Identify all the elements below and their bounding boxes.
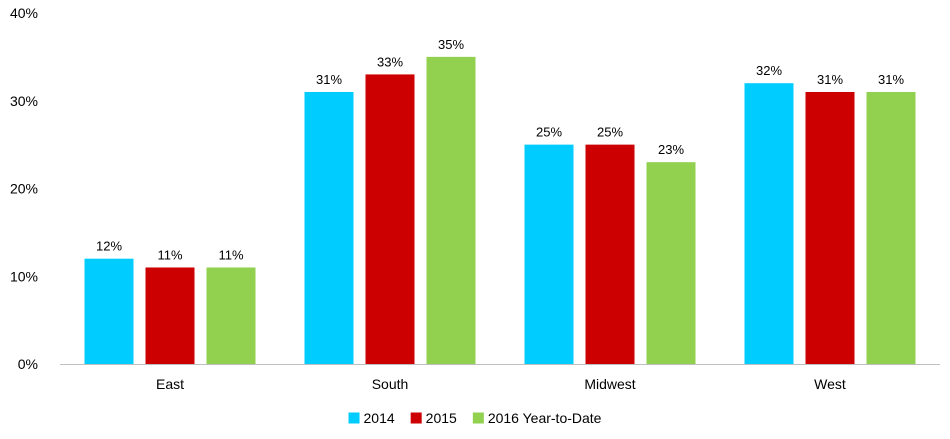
bar-midwest-2: [646, 162, 696, 364]
legend-label: 2014: [364, 410, 395, 426]
legend: 2014 2015 2016 Year-to-Date: [348, 410, 602, 426]
data-label: 31%: [878, 72, 904, 87]
bar-south-2: [426, 56, 476, 364]
data-label: 25%: [597, 125, 623, 140]
y-tick-label: 20%: [10, 181, 38, 197]
data-label: 25%: [536, 125, 562, 140]
category-label-east: East: [156, 376, 184, 392]
category-label-midwest: Midwest: [584, 376, 635, 392]
legend-swatch: [410, 412, 422, 424]
category-labels: East South Midwest West: [156, 376, 846, 392]
data-label: 35%: [438, 37, 464, 52]
legend-swatch: [348, 412, 360, 424]
bar-west-0: [744, 83, 794, 364]
bar-south-0: [304, 91, 354, 364]
bar-south-1: [365, 74, 415, 365]
bar-midwest-1: [585, 144, 635, 364]
legend-swatch: [472, 412, 484, 424]
data-label: 12%: [96, 239, 122, 254]
data-label: 32%: [756, 63, 782, 78]
data-label: 11%: [157, 247, 182, 262]
y-tick-label: 30%: [10, 93, 38, 109]
legend-label: 2016 Year-to-Date: [488, 410, 602, 426]
category-label-west: West: [814, 376, 846, 392]
data-label: 23%: [658, 142, 684, 157]
bar-west-2: [866, 91, 916, 364]
y-tick-label: 10%: [10, 268, 38, 284]
bars: [84, 56, 916, 365]
y-axis-ticks: 0% 10% 20% 30% 40%: [10, 5, 38, 372]
y-tick-label: 0%: [18, 356, 38, 372]
data-labels: 12% 11% 11% 31% 33% 35% 25% 25% 23% 32% 31% 31%: [96, 37, 904, 263]
data-label: 31%: [316, 72, 342, 87]
y-tick-label: 40%: [10, 5, 38, 21]
bar-east-2: [206, 267, 256, 364]
category-label-south: South: [372, 376, 409, 392]
data-label: 31%: [817, 72, 843, 87]
data-label: 33%: [377, 54, 403, 69]
legend-label: 2015: [426, 410, 457, 426]
data-label: 11%: [218, 247, 243, 262]
bar-west-1: [805, 91, 855, 364]
bar-east-0: [84, 258, 134, 364]
bar-midwest-0: [524, 144, 574, 364]
bar-east-1: [145, 267, 195, 364]
